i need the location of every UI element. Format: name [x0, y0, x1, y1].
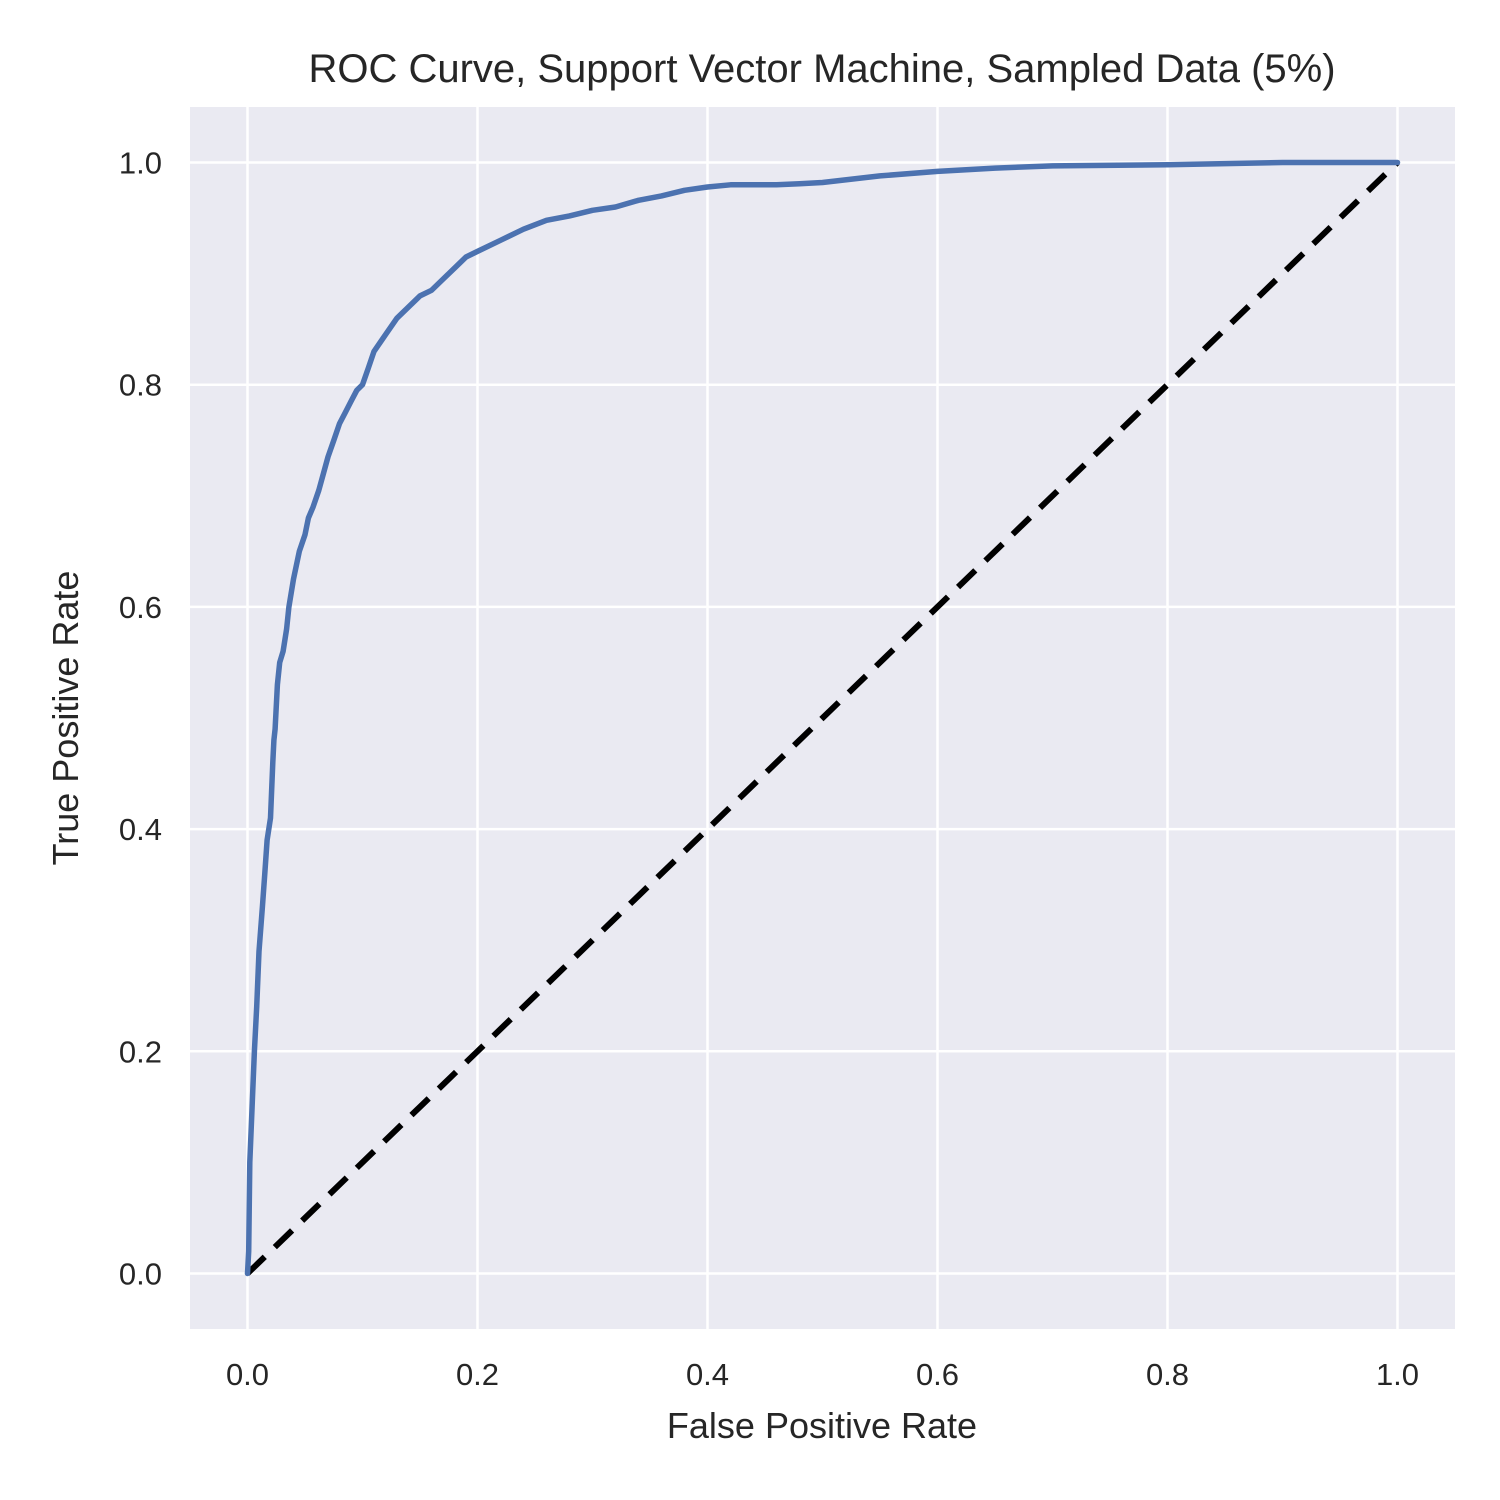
y-tick-label: 0.2 — [119, 1034, 162, 1069]
x-tick-label: 1.0 — [1376, 1357, 1419, 1392]
y-tick-label: 0.4 — [119, 812, 162, 847]
y-tick-label: 1.0 — [119, 146, 162, 181]
x-axis-label: False Positive Rate — [667, 1405, 977, 1446]
tick-labels: 0.0 0.2 0.4 0.6 0.8 1.0 0.0 0.2 0.4 0.6 0.8 1.0 — [119, 146, 1419, 1392]
grid — [190, 107, 1455, 1329]
y-tick-label: 0.8 — [119, 368, 162, 403]
y-tick-label: 0.0 — [119, 1256, 162, 1291]
x-tick-label: 0.8 — [1146, 1357, 1189, 1392]
y-tick-label: 0.6 — [119, 590, 162, 625]
roc-curve-line — [244, 159, 1401, 1277]
x-tick-label: 0.2 — [456, 1357, 499, 1392]
baseline-dashed-line — [245, 160, 1400, 1276]
y-axis-label: True Positive Rate — [45, 571, 86, 866]
x-tick-label: 0.0 — [226, 1357, 269, 1392]
x-tick-label: 0.4 — [686, 1357, 729, 1392]
x-tick-label: 0.6 — [916, 1357, 959, 1392]
series-layer — [244, 159, 1401, 1277]
chart-title: ROC Curve, Support Vector Machine, Sampl… — [308, 47, 1335, 91]
